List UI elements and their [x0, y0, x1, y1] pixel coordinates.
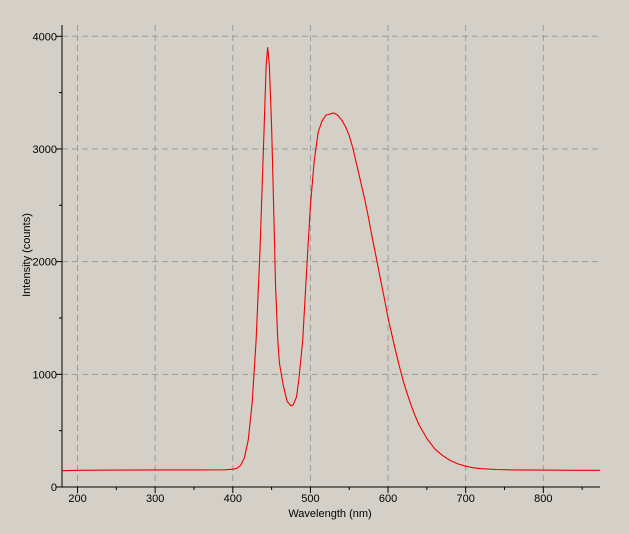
y-tick-label: 3000: [33, 144, 57, 156]
ticks: [56, 35, 583, 493]
y-axis-label: Intensity (counts): [21, 213, 33, 297]
x-axis-label: Wavelength (nm): [288, 508, 371, 520]
x-tick-label: 800: [534, 493, 552, 505]
series-layer: [61, 46, 600, 472]
x-tick-label: 400: [224, 493, 242, 505]
series-line: [61, 46, 600, 472]
x-tick-label: 500: [301, 493, 319, 505]
x-tick-label: 600: [379, 493, 397, 505]
y-tick-label: 4000: [33, 31, 57, 43]
y-tick-labels: 0 1000 2000 3000 4000: [33, 31, 57, 494]
x-tick-label: 700: [457, 493, 475, 505]
x-tick-label: 300: [146, 493, 164, 505]
x-tick-labels: 200 300 400 500 600 700 800: [68, 493, 552, 505]
y-tick-label: 0: [51, 482, 57, 494]
y-tick-label: 1000: [33, 369, 57, 381]
gridlines: [62, 25, 600, 487]
axes: [61, 25, 600, 488]
x-tick-label: 200: [68, 493, 86, 505]
y-tick-label: 2000: [33, 257, 57, 269]
